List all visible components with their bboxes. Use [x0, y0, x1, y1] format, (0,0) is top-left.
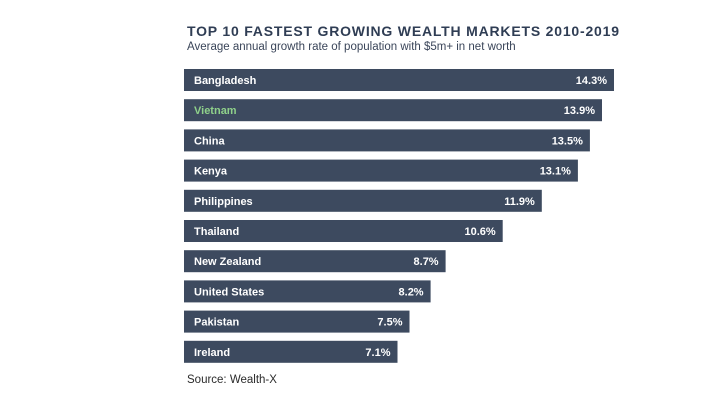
bar-pakistan [184, 310, 410, 333]
value-label-vietnam: 13.9% [564, 105, 595, 117]
category-label-china: China [194, 135, 225, 147]
category-label-thailand: Thailand [194, 226, 239, 238]
value-label-bangladesh: 14.3% [576, 75, 607, 87]
value-label-kenya: 13.1% [540, 166, 571, 178]
value-label-new-zealand: 8.7% [414, 256, 439, 268]
category-label-united-states: United States [194, 286, 264, 298]
value-label-china: 13.5% [552, 135, 583, 147]
value-label-united-states: 8.2% [399, 286, 424, 298]
category-label-kenya: Kenya [194, 166, 228, 178]
bar-china [184, 129, 590, 152]
bar-kenya [184, 159, 578, 182]
category-label-philippines: Philippines [194, 196, 253, 208]
bar-vietnam [184, 99, 602, 122]
bar-bangladesh [184, 69, 614, 91]
value-label-ireland: 7.1% [365, 347, 390, 359]
chart-title: TOP 10 FASTEST GROWING WEALTH MARKETS 20… [187, 23, 620, 39]
category-label-ireland: Ireland [194, 347, 230, 359]
value-label-pakistan: 7.5% [377, 317, 402, 329]
category-label-pakistan: Pakistan [194, 317, 240, 329]
category-label-vietnam: Vietnam [194, 105, 237, 117]
bar-united-states [184, 280, 431, 303]
chart-subtitle: Average annual growth rate of population… [187, 41, 516, 53]
category-label-bangladesh: Bangladesh [194, 75, 257, 87]
source-note: Source: Wealth-X [187, 374, 277, 386]
category-label-new-zealand: New Zealand [194, 256, 261, 268]
bar-philippines [184, 189, 542, 212]
bar-ireland [184, 340, 398, 363]
bar-new-zealand [184, 250, 446, 273]
bar-thailand [184, 220, 503, 242]
value-label-thailand: 10.6% [464, 226, 495, 238]
value-label-philippines: 11.9% [504, 196, 535, 208]
